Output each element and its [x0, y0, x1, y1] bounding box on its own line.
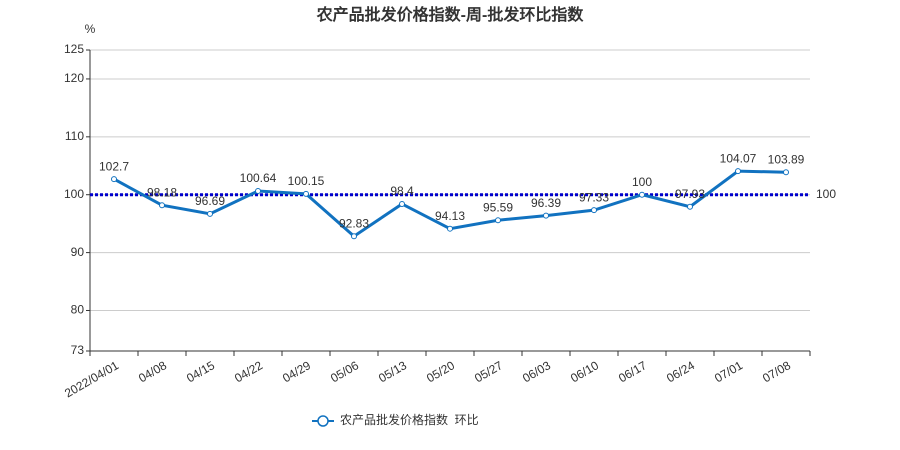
y-axis-label: %	[85, 22, 96, 36]
data-point	[783, 169, 789, 176]
data-point	[207, 210, 213, 217]
data-point	[111, 176, 117, 183]
data-point	[399, 200, 405, 207]
x-tick-label: 04/15	[184, 358, 217, 385]
x-tick-label: 05/13	[376, 358, 409, 385]
data-point	[495, 217, 501, 224]
data-label: 98.4	[390, 184, 414, 198]
data-point	[591, 207, 597, 214]
data-label: 94.13	[435, 209, 465, 223]
legend-label: 农产品批发价格指数 环比	[340, 412, 479, 427]
x-tick-label: 05/06	[328, 358, 361, 385]
x-tick-label: 05/27	[472, 358, 505, 385]
data-point	[255, 188, 261, 195]
x-tick-label: 07/08	[760, 358, 793, 385]
y-tick-label: 125	[64, 42, 84, 56]
data-label: 100.15	[288, 174, 325, 188]
data-label: 98.18	[147, 185, 177, 199]
x-tick-label: 06/03	[520, 358, 553, 385]
y-tick-label: 110	[65, 129, 84, 143]
x-tick-label: 04/22	[232, 358, 265, 385]
data-label: 103.89	[768, 152, 805, 166]
x-tick-label: 07/01	[712, 358, 745, 385]
x-tick-label: 04/29	[280, 358, 313, 385]
data-point	[159, 202, 165, 209]
y-tick-label: 100	[64, 187, 84, 201]
x-tick-label: 04/08	[136, 358, 169, 385]
data-point	[543, 212, 549, 219]
x-tick-label: 06/17	[616, 358, 649, 385]
data-point	[303, 190, 309, 197]
data-label: 102.7	[99, 159, 129, 173]
x-tick-label: 05/20	[424, 358, 457, 385]
data-label: 97.33	[579, 190, 609, 204]
x-tick-label: 06/10	[568, 358, 601, 385]
data-label: 96.69	[195, 194, 225, 208]
y-tick-label: 80	[71, 303, 85, 317]
data-label: 92.83	[339, 216, 369, 230]
data-label: 95.59	[483, 200, 513, 214]
data-label: 97.93	[675, 187, 705, 201]
y-tick-label: 73	[71, 343, 85, 357]
y-tick-label: 120	[64, 71, 84, 85]
data-label: 100.64	[240, 171, 277, 185]
data-label: 104.07	[720, 151, 757, 165]
data-label: 96.39	[531, 196, 561, 210]
x-tick-label: 06/24	[664, 358, 697, 385]
legend-marker	[317, 415, 329, 427]
data-point	[735, 168, 741, 175]
y-tick-label: 90	[71, 245, 85, 259]
chart-title: 农产品批发价格指数-周-批发环比指数	[316, 5, 585, 24]
data-point	[687, 203, 693, 210]
data-point	[351, 233, 357, 240]
x-tick-label: 2022/04/01	[62, 358, 121, 400]
data-point	[639, 191, 645, 198]
data-label: 100	[632, 175, 652, 189]
reference-label: 100	[816, 187, 836, 201]
data-point	[447, 225, 453, 232]
